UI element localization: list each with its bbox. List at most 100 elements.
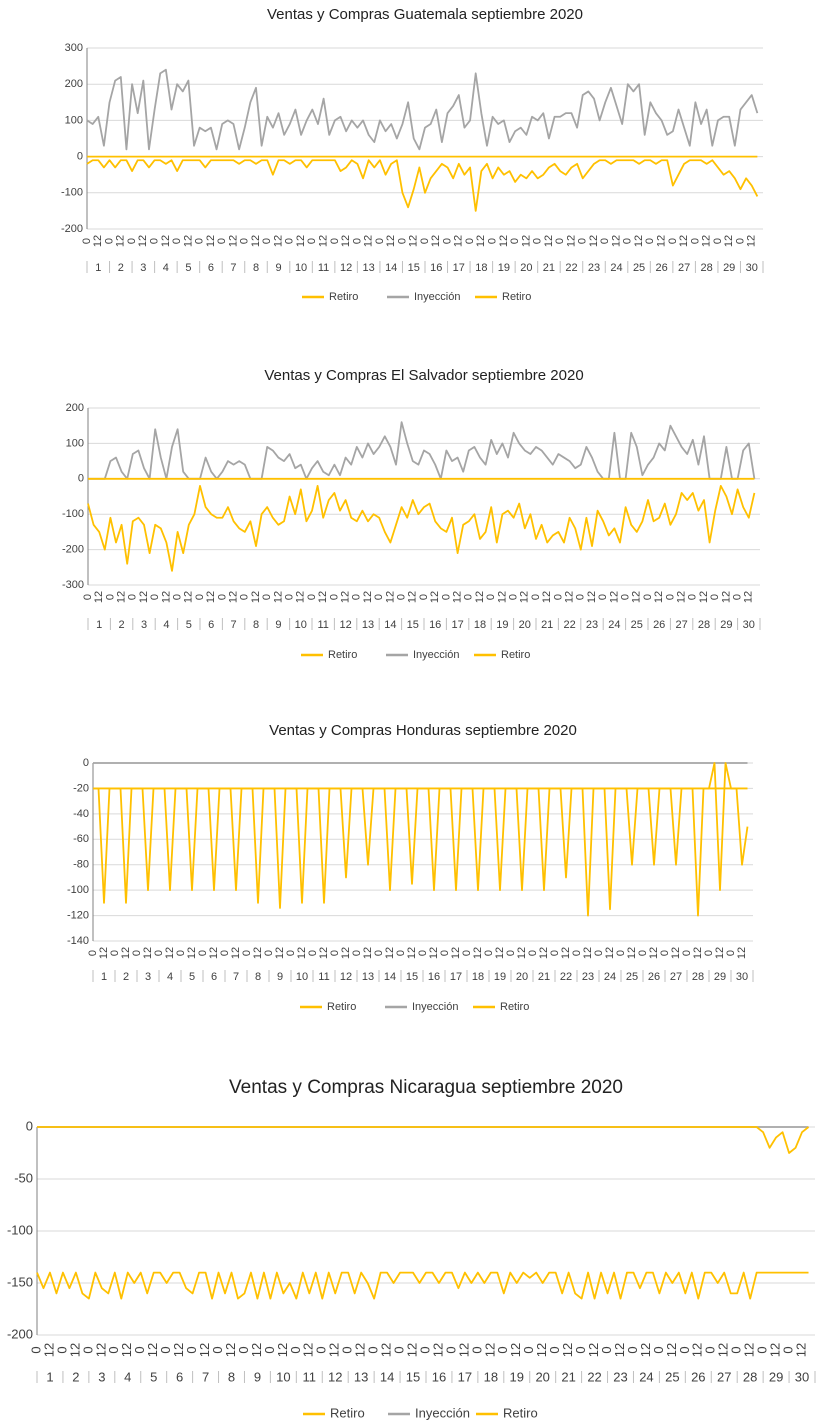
x-day-label: 28	[692, 971, 704, 983]
x-hour-label: 0	[615, 950, 627, 956]
x-hour-label: 0	[573, 1346, 588, 1353]
x-hour-label: 12	[301, 1343, 316, 1357]
x-day-label: 27	[675, 619, 687, 631]
x-hour-label: 12	[142, 947, 154, 959]
x-day-label: 25	[631, 619, 643, 631]
x-hour-label: 0	[149, 594, 161, 600]
x-hour-label: 0	[625, 1346, 640, 1353]
x-hour-label: 0	[54, 1346, 69, 1353]
x-day-label: 17	[453, 262, 465, 274]
x-hour-label: 0	[239, 594, 251, 600]
x-day-label: 21	[543, 262, 555, 274]
x-day-label: 29	[723, 262, 735, 274]
x-hour-label: 0	[153, 950, 165, 956]
x-day-label: 11	[318, 971, 329, 983]
x-day-label: 15	[406, 971, 418, 983]
x-hour-label: 0	[239, 238, 251, 244]
x-day-label: 14	[384, 971, 396, 983]
x-day-label: 1	[95, 262, 101, 274]
x-hour-label: 12	[541, 591, 553, 603]
x-hour-label: 0	[575, 594, 587, 600]
x-hour-label: 12	[496, 591, 508, 603]
x-hour-label: 12	[746, 235, 758, 247]
x-hour-label: 0	[194, 238, 206, 244]
x-day-label: 29	[769, 1369, 783, 1384]
x-hour-label: 0	[712, 238, 724, 244]
x-day-label: 5	[189, 971, 195, 983]
x-hour-label: 0	[729, 1346, 744, 1353]
x-hour-label: 12	[676, 591, 688, 603]
x-hour-label: 12	[407, 591, 419, 603]
x-hour-label: 12	[743, 591, 755, 603]
x-hour-label: 12	[93, 1343, 108, 1357]
x-hour-label: 0	[577, 238, 589, 244]
x-hour-label: 12	[186, 947, 198, 959]
x-hour-label: 12	[223, 1343, 238, 1357]
x-day-label: 8	[228, 1369, 235, 1384]
x-day-label: 11	[318, 262, 329, 274]
x-hour-label: 12	[429, 591, 441, 603]
x-hour-label: 0	[419, 238, 431, 244]
x-hour-label: 12	[698, 591, 710, 603]
x-hour-label: 12	[98, 947, 110, 959]
y-tick-label: 100	[65, 114, 83, 126]
x-day-label: 7	[231, 619, 237, 631]
x-hour-label: 12	[317, 591, 329, 603]
x-day-label: 2	[119, 619, 125, 631]
x-hour-label: 12	[404, 1343, 419, 1357]
y-tick-label: -40	[73, 808, 89, 820]
x-day-label: 28	[698, 619, 710, 631]
x-hour-label: 12	[250, 235, 262, 247]
x-day-label: 16	[430, 262, 442, 274]
x-hour-label: 0	[28, 1346, 43, 1353]
x-hour-label: 0	[236, 1346, 251, 1353]
x-hour-label: 12	[327, 1343, 342, 1357]
x-day-label: 9	[254, 1369, 261, 1384]
x-day-label: 22	[560, 971, 572, 983]
x-hour-label: 12	[612, 1343, 627, 1357]
x-day-label: 12	[339, 619, 351, 631]
x-hour-label: 0	[171, 238, 183, 244]
x-hour-label: 12	[586, 1343, 601, 1357]
x-hour-label: 12	[385, 235, 397, 247]
x-hour-label: 0	[463, 594, 475, 600]
x-hour-label: 12	[560, 1343, 575, 1357]
x-day-label: 30	[743, 619, 755, 631]
x-day-label: 12	[328, 1369, 342, 1384]
x-day-label: 25	[665, 1369, 679, 1384]
x-day-label: 19	[510, 1369, 524, 1384]
x-hour-label: 12	[516, 947, 528, 959]
x-day-label: 25	[626, 971, 638, 983]
x-hour-label: 12	[534, 1343, 549, 1357]
x-hour-label: 0	[443, 1346, 458, 1353]
x-day-label: 30	[746, 262, 758, 274]
x-hour-label: 12	[716, 1343, 731, 1357]
x-day-label: 29	[720, 619, 732, 631]
x-hour-label: 12	[296, 947, 308, 959]
x-hour-label: 12	[656, 235, 668, 247]
x-hour-label: 12	[272, 591, 284, 603]
x-hour-label: 0	[194, 594, 206, 600]
x-hour-label: 0	[508, 594, 520, 600]
x-hour-label: 12	[560, 947, 572, 959]
x-hour-label: 12	[793, 1343, 808, 1357]
x-hour-label: 12	[430, 235, 442, 247]
x-hour-label: 12	[205, 591, 217, 603]
x-day-label: 16	[432, 1369, 446, 1384]
x-hour-label: 0	[441, 238, 453, 244]
x-day-label: 19	[496, 619, 508, 631]
x-hour-label: 0	[395, 950, 407, 956]
x-day-label: 1	[46, 1369, 53, 1384]
series-line	[88, 421, 756, 480]
x-hour-label: 12	[252, 947, 264, 959]
x-hour-label: 0	[351, 594, 363, 600]
x-day-label: 1	[101, 971, 107, 983]
x-hour-label: 12	[690, 1343, 705, 1357]
x-day-label: 24	[604, 971, 616, 983]
x-day-label: 20	[535, 1369, 549, 1384]
x-hour-label: 12	[160, 235, 172, 247]
series-line	[37, 1126, 810, 1154]
x-day-label: 15	[407, 619, 419, 631]
x-day-label: 4	[163, 619, 169, 631]
x-hour-label: 12	[678, 235, 690, 247]
